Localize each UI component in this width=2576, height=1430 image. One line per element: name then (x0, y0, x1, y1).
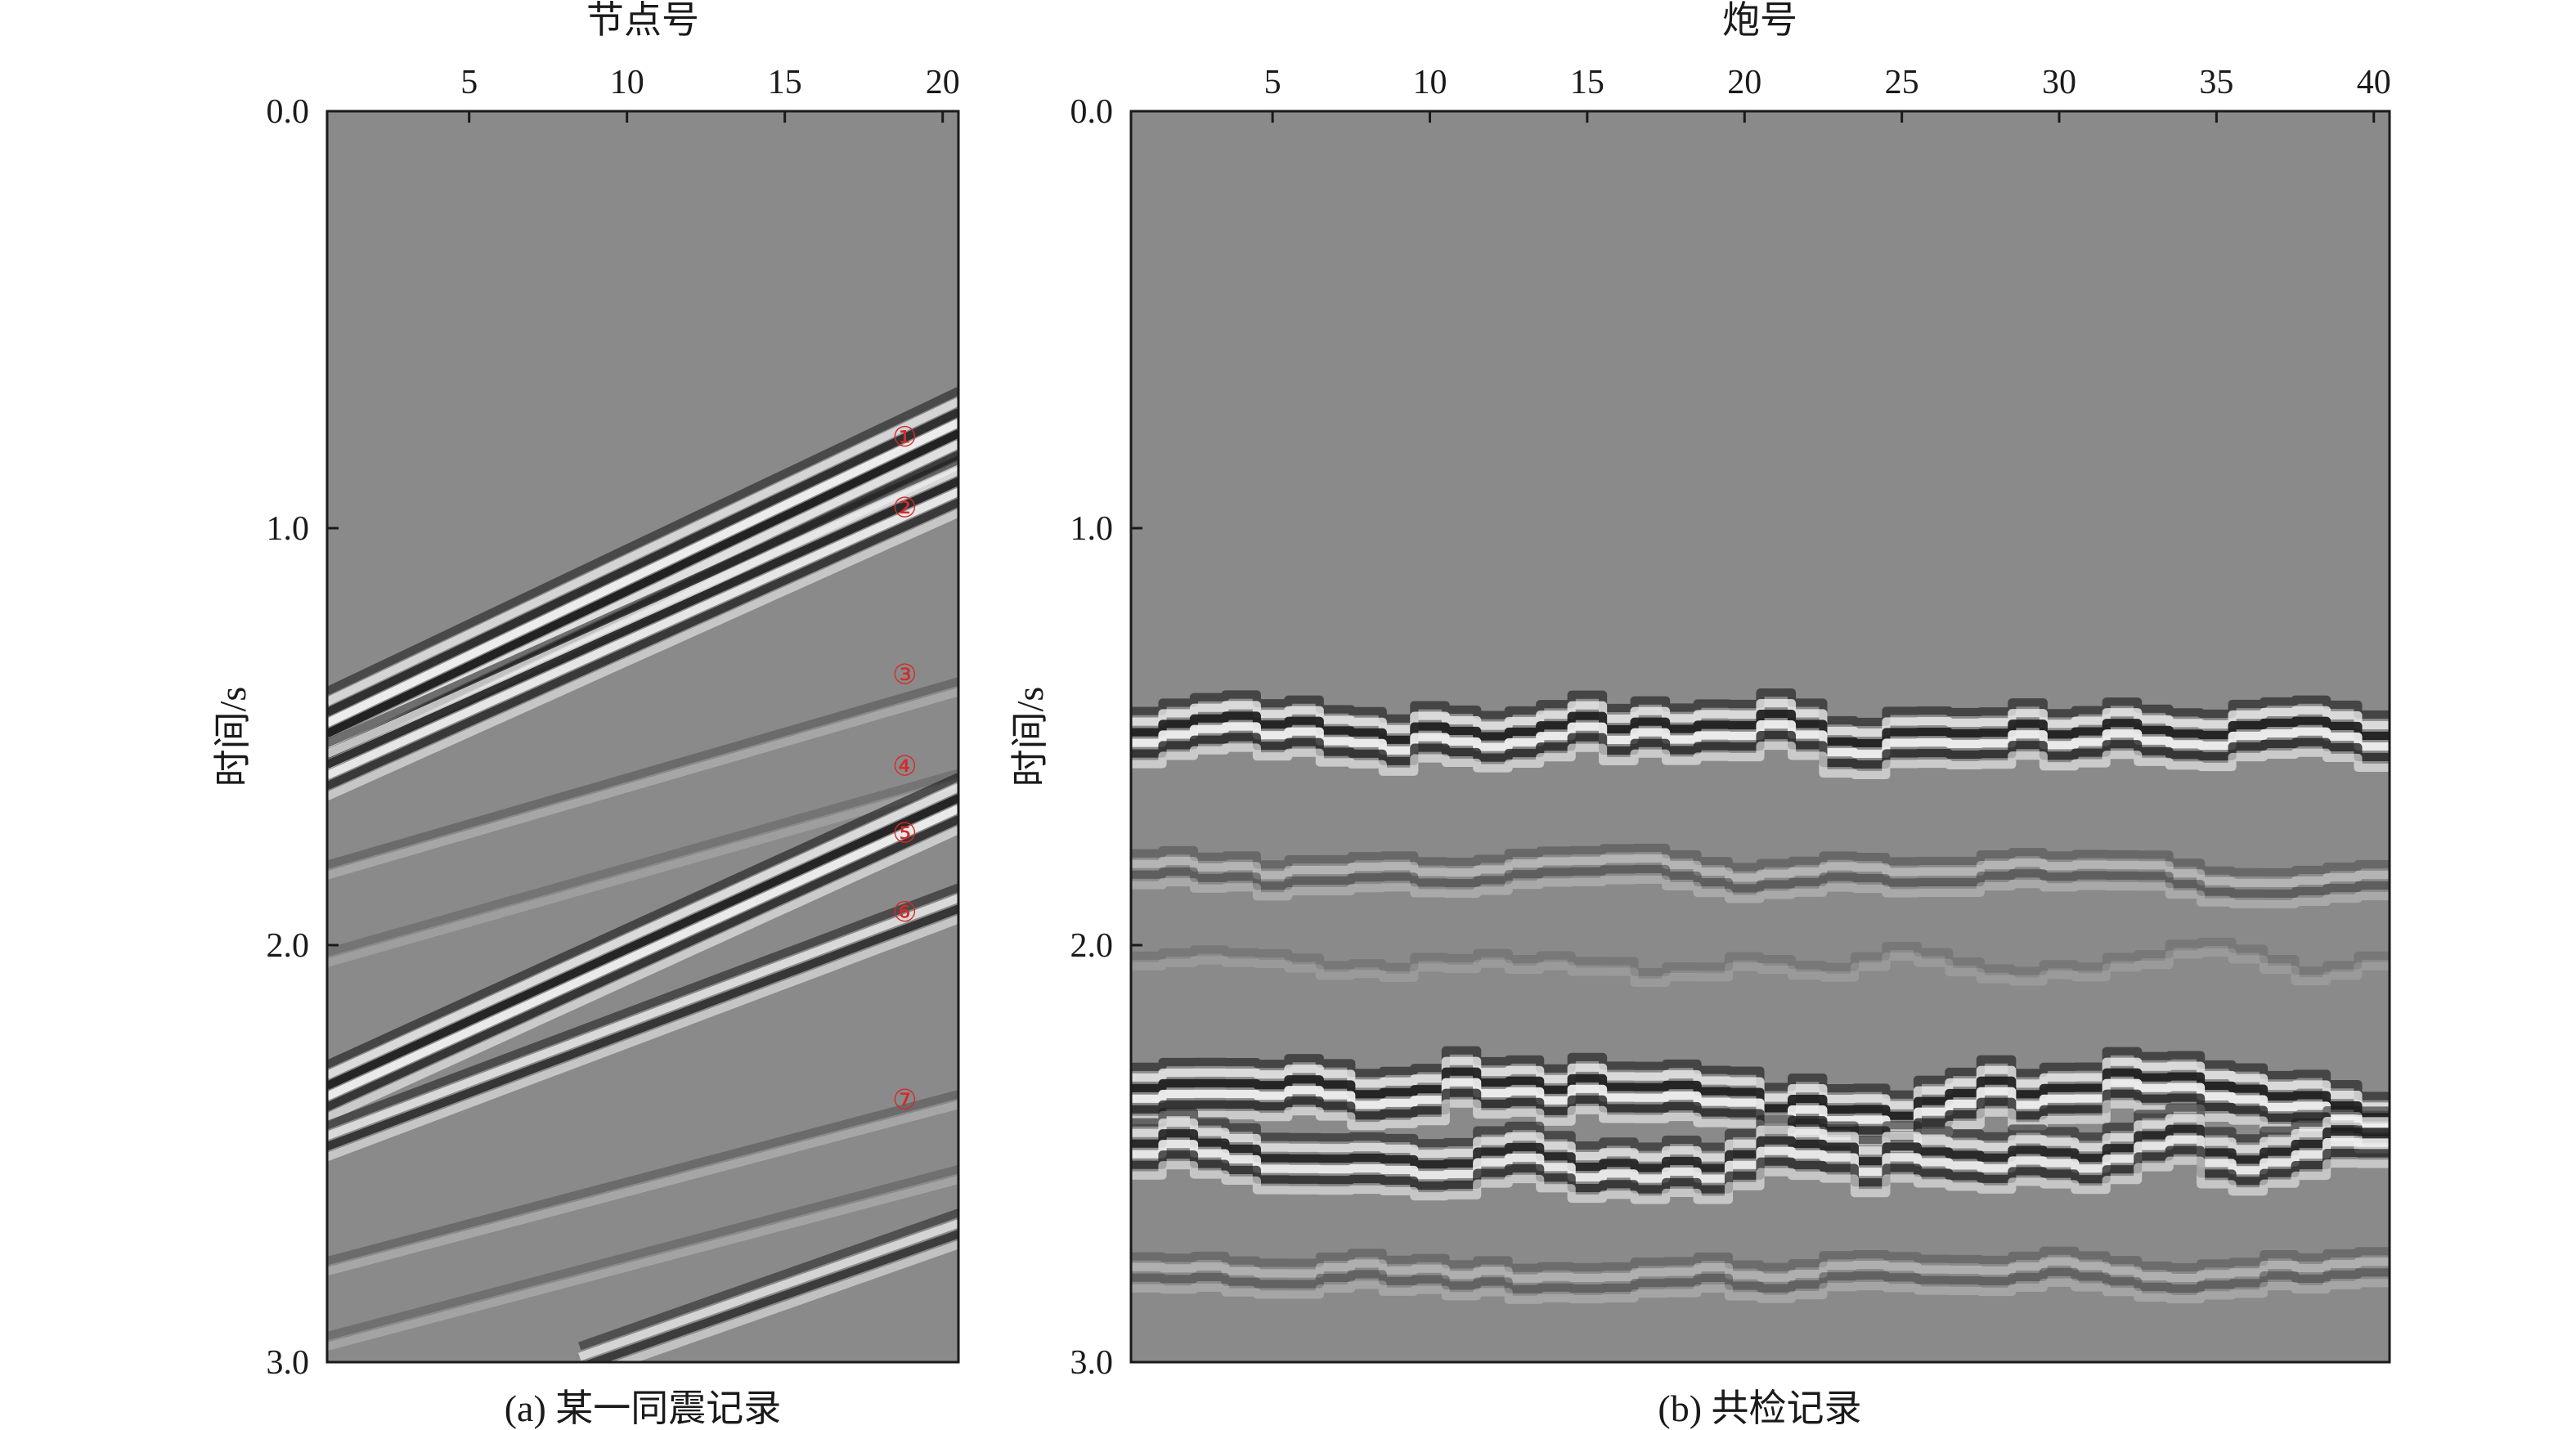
seismic-event (578, 1219, 958, 1361)
x-ticks-b: 5 10 15 20 25 30 35 40 (1264, 64, 2391, 123)
seismic-events-b (1131, 688, 2390, 1304)
seismic-event (1131, 1267, 2390, 1293)
event-marker: ④ (892, 752, 917, 782)
seismic-event (1131, 875, 2390, 908)
plot-frame-a (325, 110, 960, 1364)
x-ticks-a: 5 10 15 20 (460, 64, 960, 123)
seismic-event (327, 498, 958, 790)
seismic-event (327, 1176, 958, 1351)
seismic-event (327, 1090, 958, 1266)
seismic-event (327, 1101, 958, 1276)
seismic-event (327, 688, 958, 880)
plot-frame-b (1129, 110, 2391, 1364)
x-tick-label: 10 (610, 64, 644, 101)
seismic-event (327, 805, 958, 1101)
x-tick-label: 40 (2357, 64, 2391, 101)
seismic-event (1131, 864, 2390, 898)
y-tick-label: 3.0 (267, 1344, 310, 1382)
x-tick-label: 20 (1727, 64, 1761, 101)
event-marker: ① (892, 423, 917, 453)
x-tick-label: 20 (926, 64, 960, 101)
event-marker: ② (892, 494, 917, 524)
seismic-event (327, 509, 958, 800)
seismic-event (1131, 742, 2390, 779)
y-tick-label: 2.0 (267, 927, 310, 965)
x-tick-label: 10 (1413, 64, 1447, 101)
seismic-event (327, 815, 958, 1111)
seismic-event (327, 677, 958, 869)
seismic-event (327, 397, 958, 706)
seismic-event (1131, 854, 2390, 887)
y-tick-label: 2.0 (1070, 927, 1114, 965)
y-ticks-b: 0.0 1.0 2.0 3.0 (1070, 93, 1142, 1382)
seismic-event (327, 455, 958, 747)
seismic-event (1131, 843, 2390, 876)
panel-a: ① ② ③ ④ ⑤ ⑥ ⑦ 5 10 15 20 0.0 1.0 2.0 3.0 节点号 时间/s (a… (212, 0, 960, 1429)
y-axis-title-a: 时间/s (212, 687, 254, 787)
seismic-event (1131, 731, 2390, 769)
seismic-event (1131, 948, 2390, 987)
y-axis-title-b: 时间/s (1009, 687, 1051, 787)
seismic-event (327, 904, 958, 1150)
caption-a: (a) 某一同震记录 (505, 1387, 782, 1429)
seismic-event (1131, 1257, 2390, 1283)
x-tick-label: 5 (460, 64, 478, 101)
y-tick-label: 0.0 (1070, 93, 1114, 131)
x-tick-label: 15 (768, 64, 802, 101)
seismic-event (327, 408, 958, 716)
seismic-event (327, 769, 958, 957)
seismic-event (327, 783, 958, 1079)
seismic-event (327, 915, 958, 1161)
x-tick-label: 35 (2199, 64, 2233, 101)
x-tick-label: 30 (2042, 64, 2076, 101)
caption-b: (b) 共检记录 (1658, 1387, 1861, 1429)
seismic-event (1131, 1156, 2390, 1204)
y-tick-label: 1.0 (1070, 510, 1114, 548)
seismic-event (612, 1240, 958, 1362)
event-marker: ⑤ (892, 818, 917, 849)
x-tick-label: 5 (1264, 64, 1281, 101)
seismic-event (1131, 1278, 2390, 1304)
x-axis-title-a: 节点号 (586, 0, 699, 41)
seismic-event (327, 779, 958, 967)
seismic-event (327, 466, 958, 758)
seismic-event (1131, 688, 2390, 726)
seismic-event (327, 883, 958, 1129)
seismic-event (327, 1165, 958, 1340)
seismic-event (327, 826, 958, 1122)
seismic-event (581, 1230, 958, 1362)
x-axis-title-b: 炮号 (1722, 0, 1797, 41)
seismic-event (327, 477, 958, 769)
event-markers-a: ① ② ③ ④ ⑤ ⑥ ⑦ (892, 423, 917, 1116)
seismic-event (327, 794, 958, 1090)
seismic-event (1131, 720, 2390, 758)
event-marker: ③ (892, 661, 917, 691)
seismic-event (578, 1208, 958, 1351)
seismic-event (1131, 1246, 2390, 1272)
seismic-event (327, 773, 958, 1069)
seismic-event (1131, 710, 2390, 747)
y-tick-label: 1.0 (267, 510, 310, 548)
x-tick-label: 25 (1885, 64, 1919, 101)
seismic-events-a (327, 387, 958, 1362)
event-marker: ⑥ (892, 898, 917, 928)
seismic-event (327, 387, 958, 695)
event-marker: ⑦ (892, 1086, 917, 1116)
y-ticks-a: 0.0 1.0 2.0 3.0 (267, 93, 339, 1382)
panel-b: 5 10 15 20 25 30 35 40 0.0 1.0 2.0 3.0 炮号 时间/s (b)… (1009, 0, 2391, 1429)
seismic-event (1131, 937, 2390, 976)
seismic-event (327, 894, 958, 1140)
seismic-event (327, 487, 958, 779)
y-tick-label: 3.0 (1070, 1344, 1114, 1382)
seismic-event (327, 429, 958, 737)
seismic-event (327, 419, 958, 727)
seismic-event (1131, 699, 2390, 737)
y-tick-label: 0.0 (267, 93, 310, 131)
x-tick-label: 15 (1570, 64, 1604, 101)
